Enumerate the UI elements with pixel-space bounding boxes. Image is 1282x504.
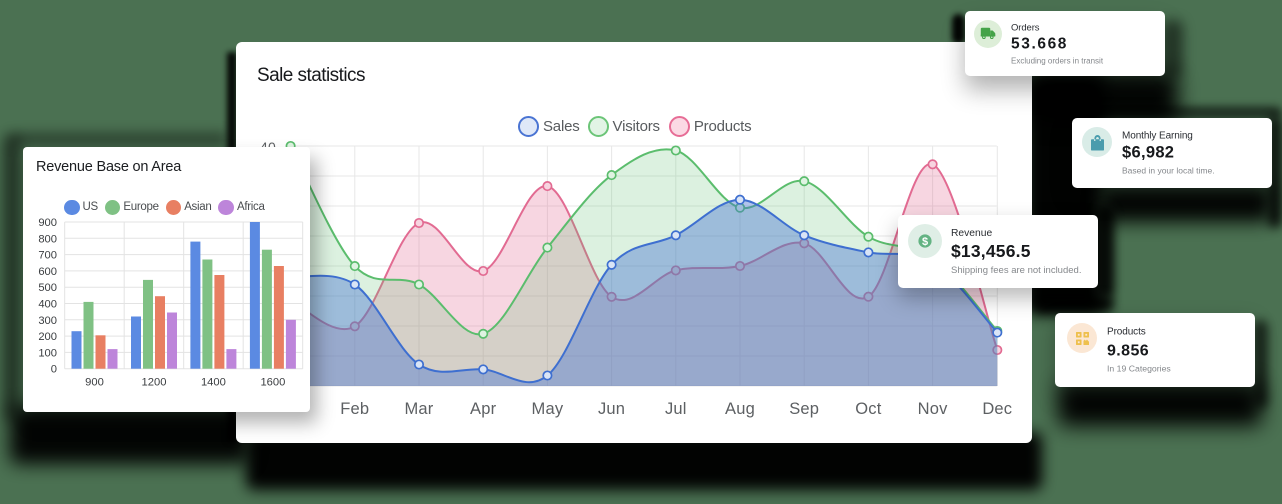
svg-text:800: 800 [38, 233, 57, 245]
svg-text:$: $ [922, 236, 928, 248]
svg-text:May: May [532, 400, 564, 418]
svg-text:Oct: Oct [855, 400, 881, 418]
svg-text:400: 400 [38, 299, 57, 311]
svg-text:600: 600 [38, 266, 57, 278]
svg-text:Nov: Nov [918, 400, 948, 418]
svg-text:Jul: Jul [665, 400, 687, 418]
svg-text:1600: 1600 [260, 377, 285, 389]
svg-text:100: 100 [38, 347, 57, 359]
svg-text:900: 900 [85, 377, 104, 389]
svg-text:1400: 1400 [201, 377, 226, 389]
svg-text:700: 700 [38, 250, 57, 262]
svg-text:Apr: Apr [470, 400, 497, 418]
svg-text:Feb: Feb [340, 400, 369, 418]
svg-text:0: 0 [51, 364, 57, 376]
svg-text:500: 500 [38, 282, 57, 294]
svg-text:Sep: Sep [789, 400, 819, 418]
svg-text:Aug: Aug [725, 400, 755, 418]
svg-text:Mar: Mar [404, 400, 433, 418]
svg-text:900: 900 [38, 217, 57, 229]
svg-text:300: 300 [38, 315, 57, 327]
svg-text:1200: 1200 [142, 377, 167, 389]
svg-text:Jun: Jun [598, 400, 625, 418]
svg-text:200: 200 [38, 331, 57, 343]
svg-text:Dec: Dec [982, 400, 1012, 418]
